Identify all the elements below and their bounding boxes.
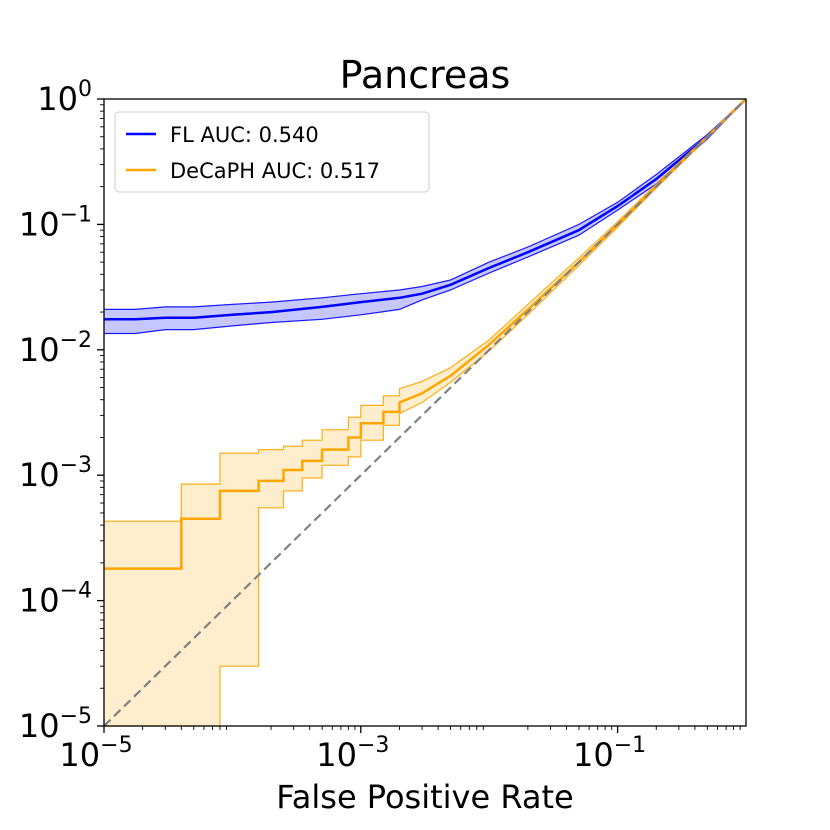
legend: FL AUC: 0.540 DeCaPH AUC: 0.517 bbox=[114, 111, 430, 193]
decaph-band-edge bbox=[104, 98, 747, 727]
x-tick-label: 10−3 bbox=[316, 733, 389, 774]
fl-band-edge bbox=[104, 98, 747, 310]
fl-band-edge bbox=[104, 98, 747, 335]
plot-frame bbox=[103, 98, 747, 727]
legend-label-decaph: DeCaPH AUC: 0.517 bbox=[170, 159, 380, 183]
decaph-series-line bbox=[104, 98, 747, 570]
series-lines bbox=[103, 98, 747, 727]
legend-label-fl: FL AUC: 0.540 bbox=[170, 123, 319, 147]
y-tick-label: 10−4 bbox=[19, 579, 92, 620]
chart-title: Pancreas bbox=[340, 53, 511, 97]
y-tick-label: 10−2 bbox=[19, 328, 92, 369]
y-axis-ticks: 10−5 10−4 10−3 10−2 10−1 100 bbox=[19, 77, 104, 745]
decaph-band-edge bbox=[104, 98, 747, 522]
y-tick-label: 10−1 bbox=[19, 202, 92, 243]
x-axis-ticks: 10−5 10−3 10−1 bbox=[59, 726, 741, 774]
x-tick-label: 10−5 bbox=[59, 733, 132, 774]
legend-box bbox=[114, 111, 430, 193]
fl-series-line bbox=[104, 98, 747, 321]
y-tick-label: 10−5 bbox=[19, 704, 92, 745]
x-axis-label: False Positive Rate bbox=[276, 778, 573, 816]
chance-diagonal-line bbox=[103, 98, 747, 727]
x-tick-label: 10−1 bbox=[573, 733, 646, 774]
y-tick-label: 10−3 bbox=[19, 453, 92, 494]
y-tick-label: 100 bbox=[37, 77, 92, 118]
